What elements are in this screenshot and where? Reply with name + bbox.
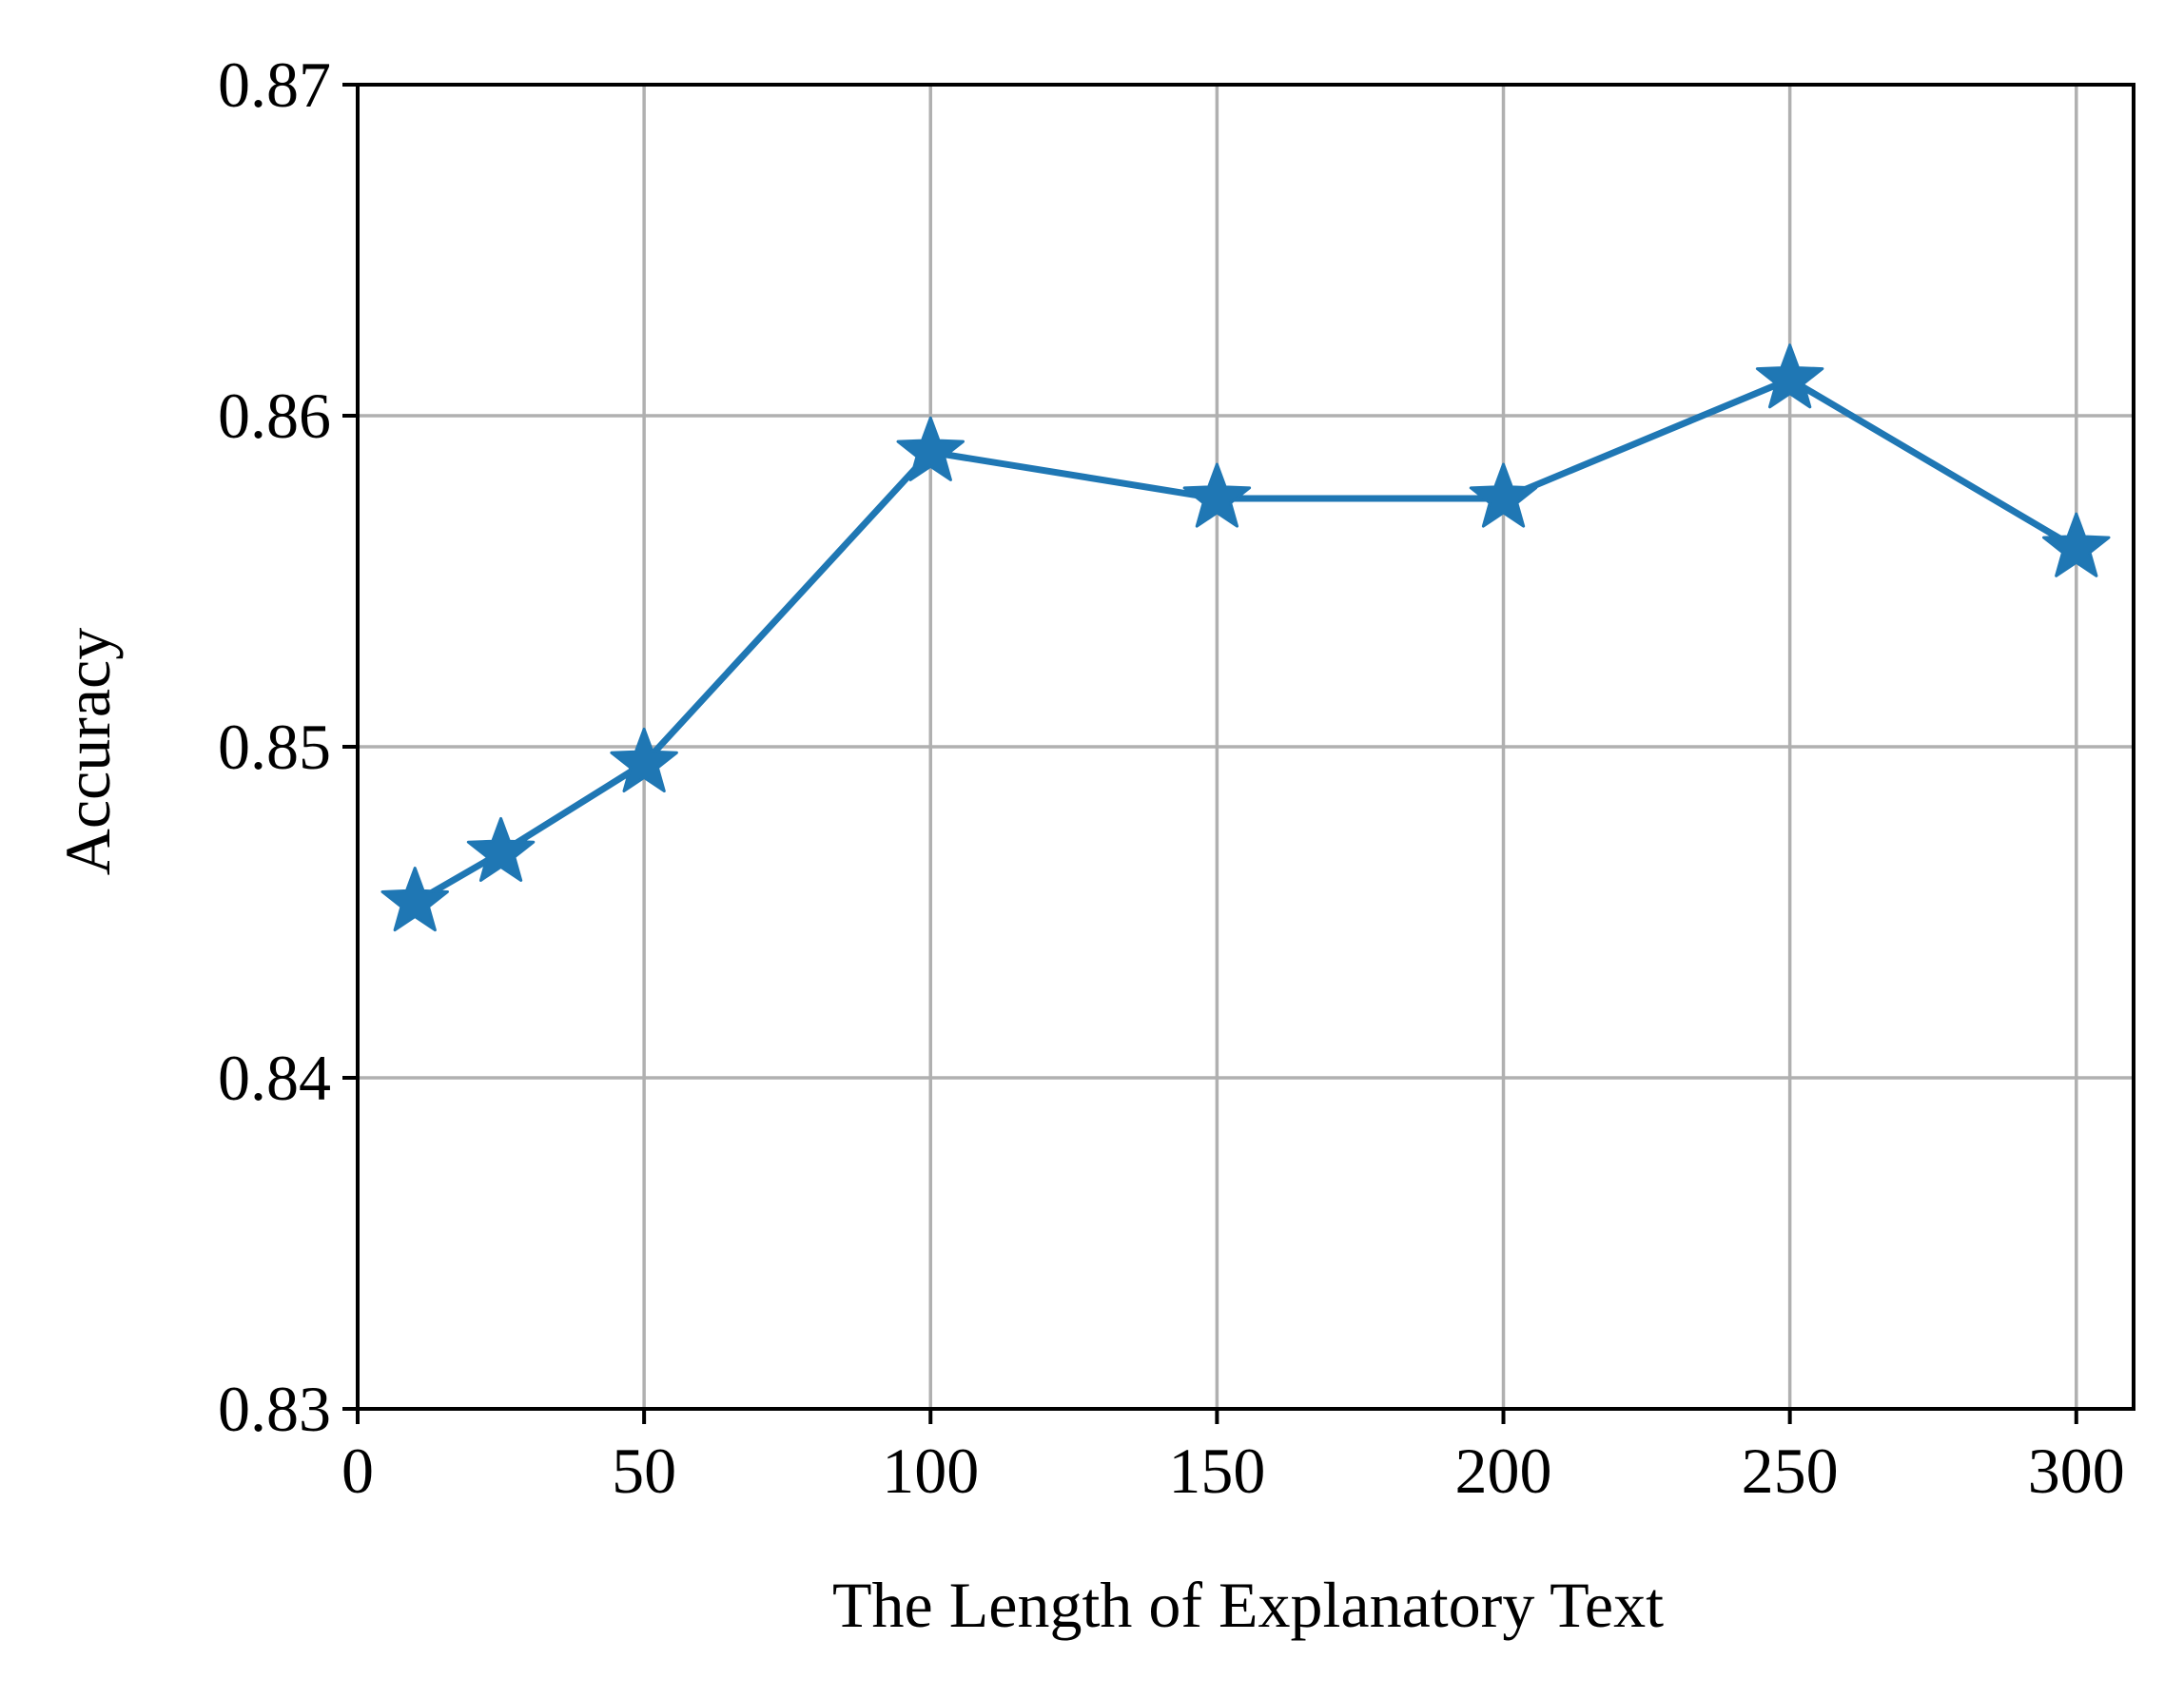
- x-axis-label: The Length of Explanatory Text: [832, 1569, 1664, 1641]
- y-tick-label: 0.85: [218, 711, 331, 783]
- y-tick-label: 0.86: [218, 380, 331, 452]
- data-point-5: [1469, 462, 1538, 528]
- x-tick-label: 200: [1455, 1435, 1552, 1507]
- data-point-3: [896, 416, 965, 481]
- data-point-0: [380, 867, 449, 932]
- x-tick-label: 250: [1742, 1435, 1839, 1507]
- data-point-1: [466, 816, 536, 882]
- y-tick-label: 0.87: [218, 49, 331, 121]
- x-tick-label: 100: [882, 1435, 979, 1507]
- data-point-2: [610, 727, 678, 793]
- series-layer: [380, 343, 2111, 932]
- x-tick-label: 300: [2028, 1435, 2125, 1507]
- grid-layer: [356, 83, 2134, 1411]
- series-line-0: [411, 376, 2080, 907]
- data-point-7: [2042, 512, 2111, 577]
- x-tick-label: 0: [341, 1435, 374, 1507]
- y-axis-label: Accuracy: [51, 628, 124, 875]
- ticks-layer: 0 50 100 150 200 250 300 0.83 0.84 0.85 0.86 0.87: [218, 49, 2125, 1507]
- y-tick-label: 0.83: [218, 1373, 331, 1445]
- x-tick-label: 150: [1168, 1435, 1265, 1507]
- y-tick-label: 0.84: [218, 1042, 331, 1114]
- x-tick-label: 50: [612, 1435, 676, 1507]
- data-point-6: [1755, 343, 1824, 409]
- data-point-4: [1182, 462, 1252, 528]
